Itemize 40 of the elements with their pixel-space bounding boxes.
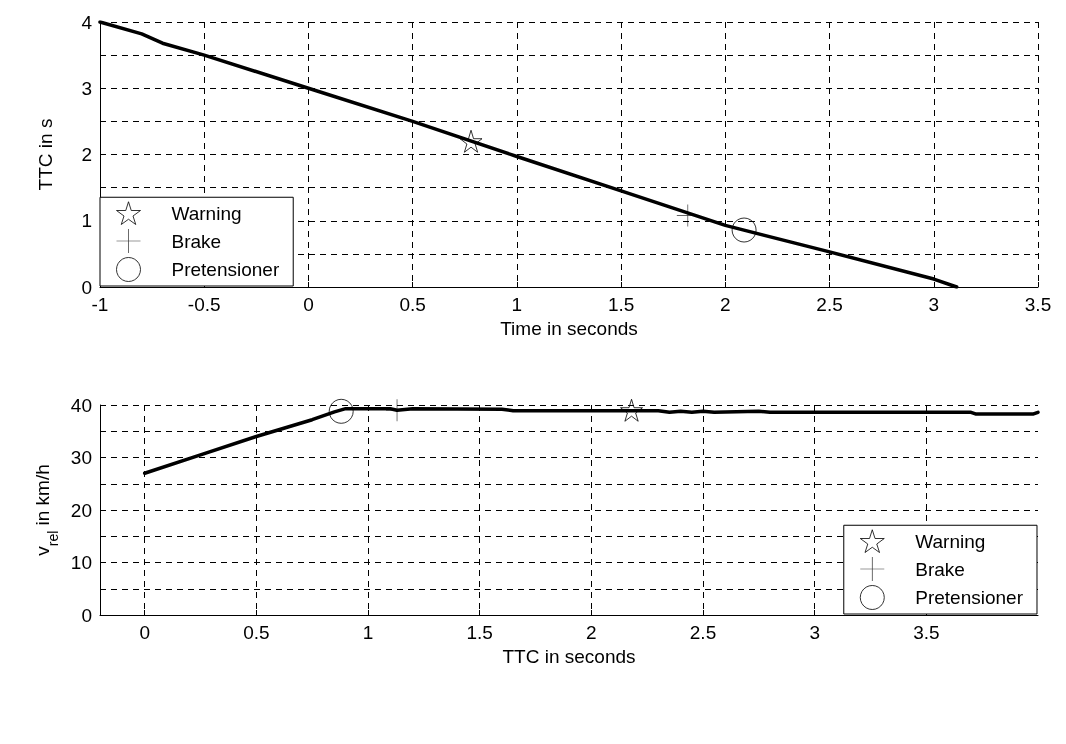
x-tick-label: 3.5 xyxy=(1024,294,1052,315)
y-tick-label: 40 xyxy=(70,394,92,416)
x-tick-label: 0 xyxy=(303,294,314,315)
legend-label: Pretensioner xyxy=(171,259,280,280)
y-tick-label: 2 xyxy=(81,144,92,165)
x-tick-label: 3 xyxy=(809,622,820,643)
point xyxy=(459,129,483,153)
y-tick-label: 0 xyxy=(81,604,92,626)
x-tick-label: 1.5 xyxy=(607,294,635,315)
x-axis-title: Time in seconds xyxy=(500,317,638,339)
legend-label: Warning xyxy=(915,530,986,552)
point xyxy=(731,217,757,243)
x-tick-label: 2 xyxy=(586,622,597,643)
y-tick-label: 4 xyxy=(81,11,93,33)
x-tick-label: -1 xyxy=(91,294,109,315)
x-tick-label: 2.5 xyxy=(816,294,843,315)
y-tick-label: 3 xyxy=(81,77,92,99)
x-tick-label: 3 xyxy=(928,294,940,315)
x-tick-label: 1.5 xyxy=(466,622,493,643)
legend-label: Brake xyxy=(171,230,222,252)
legend-label: Warning xyxy=(171,202,242,224)
y-tick-label: 1 xyxy=(81,210,92,232)
y-tick-label: 0 xyxy=(81,276,92,298)
x-tick-label: 0 xyxy=(139,622,150,643)
x-tick-label: 2.5 xyxy=(689,622,717,643)
x-tick-label: 0.5 xyxy=(399,294,426,315)
y-axis-title: TTC in s xyxy=(35,118,56,191)
y-tick-label: 30 xyxy=(70,447,92,468)
x-tick-label: -0.5 xyxy=(187,294,221,315)
legend-label: Brake xyxy=(915,558,965,580)
legend-label: Pretensioner xyxy=(915,587,1024,608)
y-tick-label: 10 xyxy=(70,552,92,573)
x-tick-label: 0.5 xyxy=(243,622,270,643)
y-tick-label: 20 xyxy=(70,499,92,521)
x-axis-title: TTC in seconds xyxy=(502,645,636,667)
x-tick-label: 3.5 xyxy=(913,622,940,643)
y-axis-title: vrel in km/h xyxy=(31,464,61,556)
x-tick-label: 2 xyxy=(720,294,731,315)
x-tick-label: 1 xyxy=(511,294,523,315)
x-tick-label: 1 xyxy=(362,622,374,643)
